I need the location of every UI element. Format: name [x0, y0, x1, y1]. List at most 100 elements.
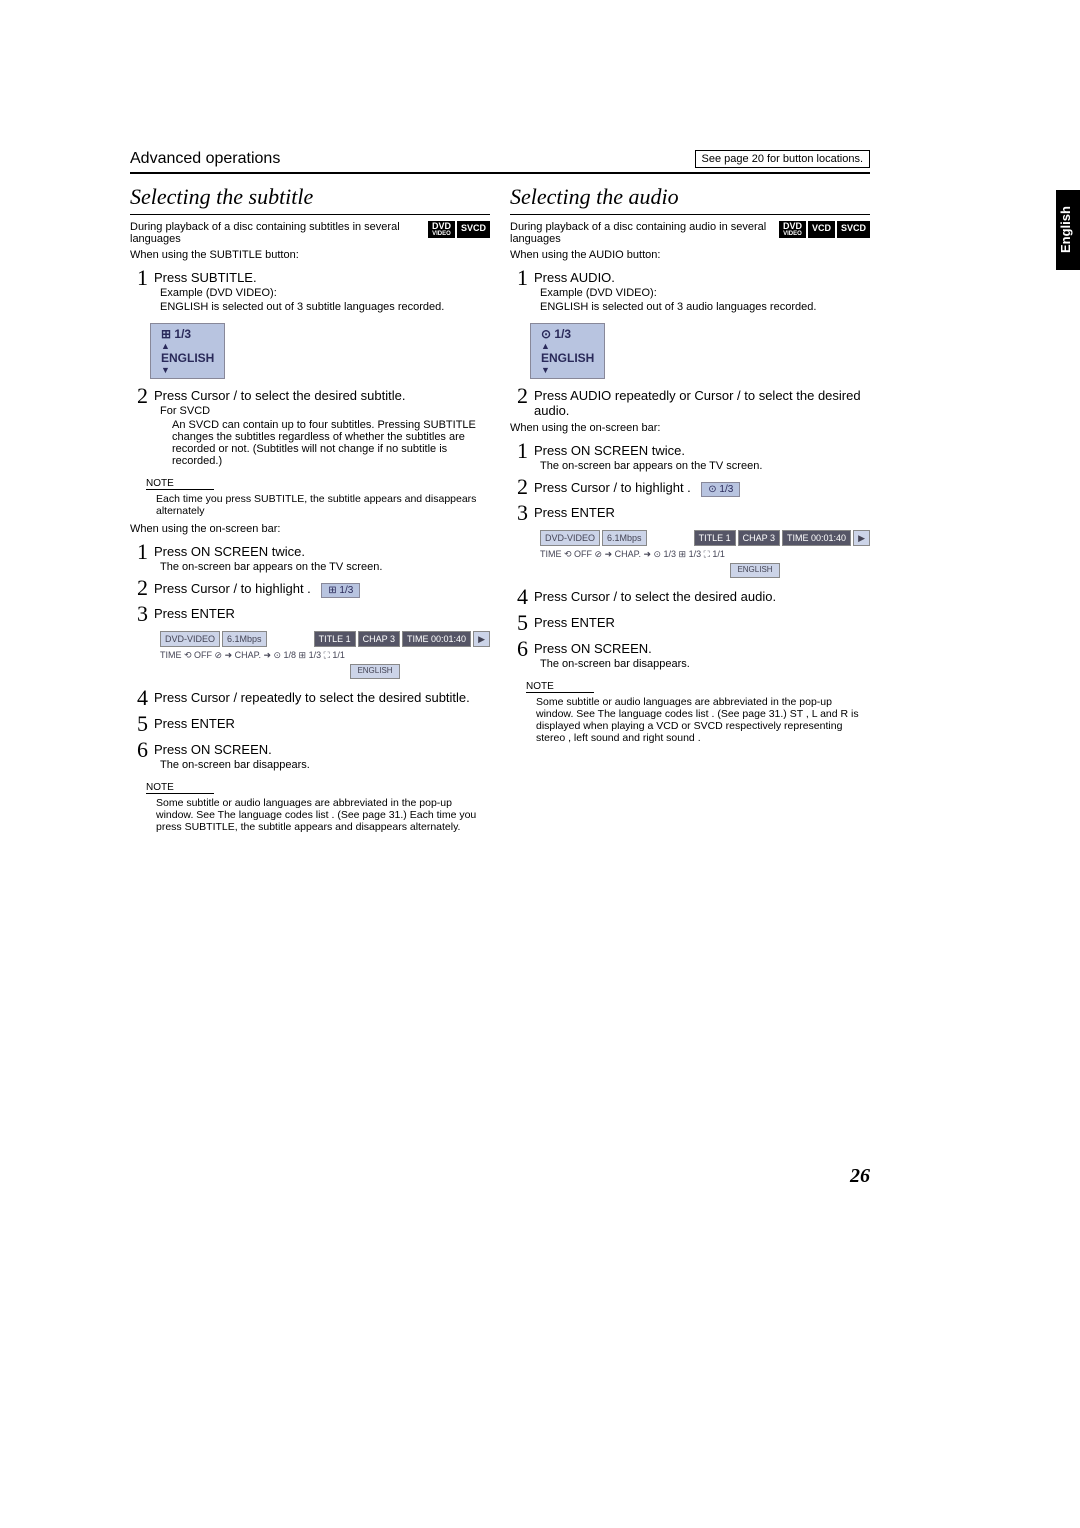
- osb-step-6: 6 Press ON SCREEN. The on-screen bar dis…: [130, 739, 490, 771]
- bar-disc-type: DVD-VIDEO: [160, 631, 220, 647]
- svcd-label: For SVCD: [160, 405, 490, 417]
- context-audio-button: When using the AUDIO button:: [510, 249, 870, 261]
- disc-badges: DVDVIDEO SVCD: [428, 221, 490, 238]
- disc-badges: DVDVIDEO VCD SVCD: [779, 221, 870, 238]
- right-column: Selecting the audio During playback of a…: [510, 184, 870, 839]
- svcd-badge: SVCD: [457, 221, 490, 238]
- bar-title: TITLE 1: [694, 530, 736, 546]
- two-column-layout: Selecting the subtitle During playback o…: [130, 184, 870, 839]
- dvd-badge: DVDVIDEO: [779, 221, 806, 238]
- step-title: Press ON SCREEN twice.: [534, 443, 870, 458]
- bar-language-pill: ENGLISH: [350, 664, 399, 679]
- step-number: 1: [130, 541, 148, 563]
- onscreen-bar-display: DVD-VIDEO 6.1Mbps TITLE 1 CHAP 3 TIME 00…: [540, 530, 870, 578]
- subtitle-section-title: Selecting the subtitle: [130, 184, 490, 215]
- step-title: Press Cursor / to highlight .: [534, 480, 691, 495]
- step-number: 2: [510, 385, 528, 407]
- bar-bitrate: 6.1Mbps: [602, 530, 647, 546]
- step-title: Press Cursor / to highlight .: [154, 581, 311, 596]
- note-label: NOTE: [146, 478, 214, 490]
- step-title: Press AUDIO repeatedly or Cursor / to se…: [534, 388, 870, 418]
- subtitle-count-badge: ⊞ 1/3: [321, 583, 360, 598]
- step-title: Press Cursor / repeatedly to select the …: [154, 690, 490, 705]
- intro-row: During playback of a disc containing aud…: [510, 221, 870, 245]
- intro-text: During playback of a disc containing aud…: [510, 221, 775, 245]
- step-sub: The on-screen bar disappears.: [540, 658, 870, 670]
- intro-row: During playback of a disc containing sub…: [130, 221, 490, 245]
- step-title: Press ON SCREEN.: [534, 641, 870, 656]
- step-sub: The on-screen bar appears on the TV scre…: [540, 460, 870, 472]
- step-number: 4: [130, 687, 148, 709]
- example-text: ENGLISH is selected out of 3 subtitle la…: [160, 301, 490, 313]
- step-sub: The on-screen bar disappears.: [160, 759, 490, 771]
- step-number: 1: [510, 440, 528, 462]
- context-subtitle-button: When using the SUBTITLE button:: [130, 249, 490, 261]
- example-label: Example (DVD VIDEO):: [540, 287, 870, 299]
- osb-step-4: 4 Press Cursor / repeatedly to select th…: [130, 687, 490, 709]
- audio-count-badge: ⊙ 1/3: [701, 482, 740, 497]
- osb-step-5: 5 Press ENTER: [510, 612, 870, 634]
- step-number: 2: [130, 385, 148, 407]
- step-title: Press ENTER: [534, 505, 870, 520]
- bar-chapter: CHAP 3: [738, 530, 780, 546]
- osb-step-3: 3 Press ENTER: [130, 603, 490, 625]
- page-number: 26: [850, 1165, 870, 1188]
- button-location-note: See page 20 for button locations.: [695, 150, 870, 168]
- example-text: ENGLISH is selected out of 3 audio langu…: [540, 301, 870, 313]
- step-number: 2: [130, 577, 148, 599]
- note-block: NOTE Each time you press SUBTITLE, the s…: [130, 473, 490, 517]
- context-onscreen-bar: When using the on-screen bar:: [510, 422, 870, 434]
- bar-play-icon: ▶: [853, 530, 870, 546]
- bar-row2: TIME ⟲ OFF ⊘ ➜ CHAP. ➜ ⊙ 1/3 ⊞ 1/3 ⛶ 1/1: [540, 547, 725, 561]
- bar-time: TIME 00:01:40: [402, 631, 471, 647]
- left-column: Selecting the subtitle During playback o…: [130, 184, 490, 839]
- bar-title: TITLE 1: [314, 631, 356, 647]
- step-title: Press ON SCREEN.: [154, 742, 490, 757]
- step-title: Press ON SCREEN twice.: [154, 544, 490, 559]
- vcd-badge: VCD: [808, 221, 835, 238]
- step-number: 1: [510, 267, 528, 289]
- step-1: 1 Press AUDIO. Example (DVD VIDEO): ENGL…: [510, 267, 870, 313]
- step-title: Press ENTER: [534, 615, 870, 630]
- osb-step-6: 6 Press ON SCREEN. The on-screen bar dis…: [510, 638, 870, 670]
- step-2: 2 Press Cursor / to select the desired s…: [130, 385, 490, 467]
- note-text: Some subtitle or audio languages are abb…: [156, 797, 490, 833]
- step-number: 6: [510, 638, 528, 660]
- onscreen-bar-display: DVD-VIDEO 6.1Mbps TITLE 1 CHAP 3 TIME 00…: [160, 631, 490, 679]
- osd-subtitle-indicator: ⊞ 1/3 ▲ ENGLISH ▼: [150, 323, 225, 379]
- osb-step-2: 2 Press Cursor / to highlight . ⊞ 1/3: [130, 577, 490, 599]
- svcd-badge: SVCD: [837, 221, 870, 238]
- step-number: 5: [130, 713, 148, 735]
- step-number: 3: [510, 502, 528, 524]
- note-block: NOTE Some subtitle or audio languages ar…: [510, 676, 870, 744]
- osb-step-1: 1 Press ON SCREEN twice. The on-screen b…: [510, 440, 870, 472]
- osb-step-5: 5 Press ENTER: [130, 713, 490, 735]
- osb-step-3: 3 Press ENTER: [510, 502, 870, 524]
- step-1: 1 Press SUBTITLE. Example (DVD VIDEO): E…: [130, 267, 490, 313]
- dvd-badge: DVDVIDEO: [428, 221, 455, 238]
- bar-play-icon: ▶: [473, 631, 490, 647]
- intro-text: During playback of a disc containing sub…: [130, 221, 424, 245]
- step-number: 6: [130, 739, 148, 761]
- note-label: NOTE: [146, 782, 214, 794]
- bar-chapter: CHAP 3: [358, 631, 400, 647]
- step-2: 2 Press AUDIO repeatedly or Cursor / to …: [510, 385, 870, 418]
- note-label: NOTE: [526, 681, 594, 693]
- step-title: Press AUDIO.: [534, 270, 870, 285]
- osb-step-4: 4 Press Cursor / to select the desired a…: [510, 586, 870, 608]
- context-onscreen-bar: When using the on-screen bar:: [130, 523, 490, 535]
- osb-step-1: 1 Press ON SCREEN twice. The on-screen b…: [130, 541, 490, 573]
- step-number: 4: [510, 586, 528, 608]
- manual-page: Advanced operations See page 20 for butt…: [130, 150, 870, 839]
- step-title: Press Cursor / to select the desired sub…: [154, 388, 490, 403]
- bar-time: TIME 00:01:40: [782, 530, 851, 546]
- page-header: Advanced operations See page 20 for butt…: [130, 150, 870, 174]
- step-number: 3: [130, 603, 148, 625]
- language-tab: English: [1056, 190, 1080, 270]
- step-sub: The on-screen bar appears on the TV scre…: [160, 561, 490, 573]
- section-category: Advanced operations: [130, 150, 280, 168]
- bar-disc-type: DVD-VIDEO: [540, 530, 600, 546]
- example-label: Example (DVD VIDEO):: [160, 287, 490, 299]
- bar-bitrate: 6.1Mbps: [222, 631, 267, 647]
- step-title: Press Cursor / to select the desired aud…: [534, 589, 870, 604]
